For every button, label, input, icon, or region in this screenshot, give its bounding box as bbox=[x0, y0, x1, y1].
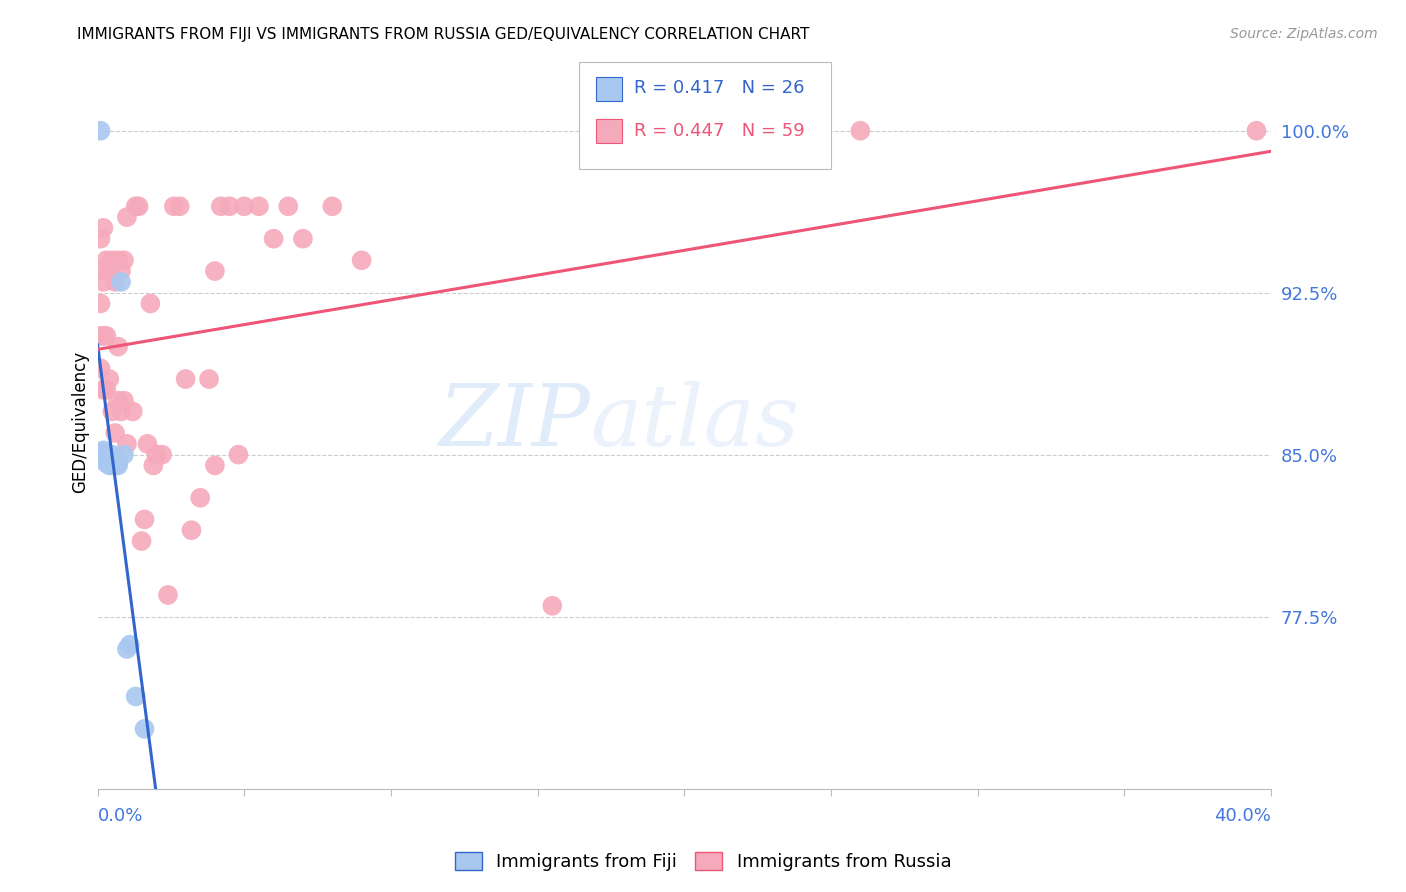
Point bbox=[134, 722, 156, 736]
Point bbox=[107, 456, 129, 470]
Point bbox=[112, 253, 135, 268]
Point bbox=[291, 232, 314, 246]
Point bbox=[93, 275, 115, 289]
Point bbox=[89, 264, 111, 278]
Point bbox=[101, 458, 124, 473]
Point bbox=[101, 456, 124, 470]
Text: Source: ZipAtlas.com: Source: ZipAtlas.com bbox=[1230, 27, 1378, 41]
Point bbox=[169, 199, 191, 213]
Point bbox=[188, 491, 211, 505]
Point bbox=[98, 456, 121, 470]
Point bbox=[121, 404, 143, 418]
Point bbox=[107, 454, 129, 468]
Point bbox=[131, 533, 153, 548]
Point bbox=[163, 199, 186, 213]
Point bbox=[93, 383, 115, 397]
Point bbox=[174, 372, 197, 386]
Point bbox=[89, 361, 111, 376]
Point bbox=[112, 393, 135, 408]
Point bbox=[115, 210, 138, 224]
Legend: Immigrants from Fiji, Immigrants from Russia: Immigrants from Fiji, Immigrants from Ru… bbox=[447, 845, 959, 879]
Point bbox=[107, 393, 129, 408]
Point bbox=[209, 199, 232, 213]
Point bbox=[93, 329, 115, 343]
Point bbox=[98, 264, 121, 278]
Point bbox=[104, 454, 127, 468]
Text: R = 0.447   N = 59: R = 0.447 N = 59 bbox=[634, 122, 804, 140]
Point bbox=[89, 329, 111, 343]
Y-axis label: GED/Equivalency: GED/Equivalency bbox=[72, 351, 89, 493]
Point bbox=[101, 404, 124, 418]
Point bbox=[93, 443, 115, 458]
FancyBboxPatch shape bbox=[596, 119, 621, 144]
Point bbox=[104, 275, 127, 289]
Point bbox=[321, 199, 343, 213]
Point bbox=[107, 340, 129, 354]
Point bbox=[1246, 124, 1268, 138]
Point bbox=[180, 523, 202, 537]
Point bbox=[233, 199, 256, 213]
Point bbox=[93, 445, 115, 459]
Text: 0.0%: 0.0% bbox=[97, 806, 143, 824]
Point bbox=[125, 199, 148, 213]
Point bbox=[96, 454, 118, 468]
Point bbox=[96, 329, 118, 343]
Point bbox=[125, 690, 148, 704]
Point bbox=[263, 232, 285, 246]
Point bbox=[98, 372, 121, 386]
Point bbox=[198, 372, 221, 386]
Point bbox=[96, 383, 118, 397]
Point bbox=[350, 253, 373, 268]
FancyBboxPatch shape bbox=[579, 62, 831, 169]
Point bbox=[96, 452, 118, 467]
Text: ZIP: ZIP bbox=[439, 381, 591, 464]
Point bbox=[128, 199, 150, 213]
Point bbox=[93, 448, 115, 462]
Text: 40.0%: 40.0% bbox=[1215, 806, 1271, 824]
Point bbox=[93, 220, 115, 235]
Point bbox=[89, 296, 111, 310]
Point bbox=[134, 512, 156, 526]
Text: R = 0.417   N = 26: R = 0.417 N = 26 bbox=[634, 79, 804, 97]
Point bbox=[112, 448, 135, 462]
Point bbox=[277, 199, 299, 213]
Point bbox=[107, 458, 129, 473]
Point bbox=[228, 448, 250, 462]
Point bbox=[218, 199, 240, 213]
Point bbox=[96, 253, 118, 268]
Point bbox=[136, 437, 159, 451]
Point bbox=[104, 425, 127, 440]
Point bbox=[104, 458, 127, 473]
Point bbox=[101, 253, 124, 268]
Point bbox=[204, 264, 226, 278]
Point bbox=[115, 437, 138, 451]
FancyBboxPatch shape bbox=[596, 78, 621, 102]
Point bbox=[96, 450, 118, 464]
Point bbox=[101, 448, 124, 462]
Point bbox=[110, 275, 132, 289]
Point bbox=[156, 588, 179, 602]
Point bbox=[139, 296, 162, 310]
Point bbox=[110, 404, 132, 418]
Point bbox=[247, 199, 270, 213]
Point bbox=[98, 454, 121, 468]
Point bbox=[107, 253, 129, 268]
Point bbox=[145, 448, 167, 462]
Point bbox=[98, 452, 121, 467]
Point bbox=[89, 124, 111, 138]
Text: atlas: atlas bbox=[591, 381, 800, 464]
Point bbox=[541, 599, 564, 613]
Point bbox=[204, 458, 226, 473]
Text: IMMIGRANTS FROM FIJI VS IMMIGRANTS FROM RUSSIA GED/EQUIVALENCY CORRELATION CHART: IMMIGRANTS FROM FIJI VS IMMIGRANTS FROM … bbox=[77, 27, 810, 42]
Point bbox=[150, 448, 173, 462]
Point bbox=[115, 642, 138, 657]
Point bbox=[849, 124, 872, 138]
Point bbox=[118, 638, 141, 652]
Point bbox=[142, 458, 165, 473]
Point bbox=[110, 264, 132, 278]
Point bbox=[98, 458, 121, 473]
Point bbox=[89, 232, 111, 246]
Point bbox=[96, 456, 118, 470]
